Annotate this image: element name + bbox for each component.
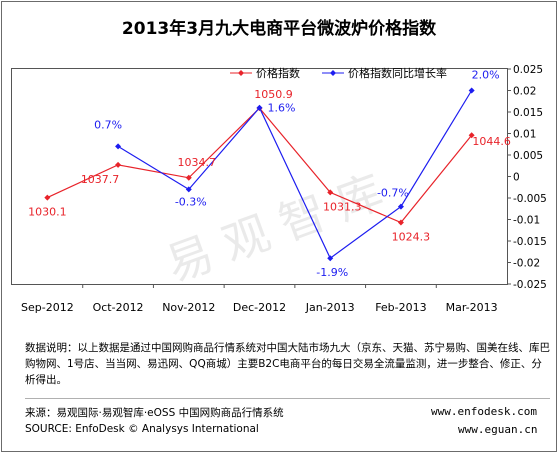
data-point — [468, 87, 475, 94]
legend-label-1: 价格指数同比增长率 — [348, 66, 447, 80]
right-axis-tick-label: -0.005 — [513, 193, 547, 205]
x-axis-tick-label: Mar-2013 — [446, 301, 498, 314]
data-point — [327, 189, 334, 196]
legend-marker-0 — [238, 70, 244, 76]
legend: 价格指数 价格指数同比增长率 — [230, 66, 447, 80]
x-axis-tick-label: Oct-2012 — [93, 301, 144, 314]
data-label: 1030.1 — [28, 206, 67, 219]
data-label: 1024.3 — [392, 231, 431, 244]
right-axis-tick-label: 0 — [513, 172, 520, 184]
x-axis: Sep-2012 Oct-2012 Nov-2012 Dec-2012 Jan-2013… — [21, 284, 498, 314]
series-line-1 — [117, 90, 473, 260]
data-labels: 1030.1 1037.7 1034.7 1050.9 1031.3 1024.3 1044… — [28, 69, 511, 280]
data-label: 1044.6 — [472, 135, 511, 148]
series-layer — [44, 87, 475, 262]
data-label: -0.3% — [175, 195, 207, 208]
data-point — [115, 161, 122, 168]
data-point — [185, 186, 192, 193]
data-point — [256, 104, 263, 111]
right-axis-tick-label: -0.02 — [513, 258, 540, 270]
separator — [25, 398, 550, 399]
right-axis-tick-label: -0.015 — [513, 236, 547, 248]
data-point — [185, 174, 192, 181]
data-label: -1.9% — [316, 266, 348, 279]
x-axis-tick-label: Jan-2013 — [305, 301, 355, 314]
data-point — [115, 143, 122, 150]
data-point — [468, 132, 475, 139]
legend-label-0: 价格指数 — [256, 66, 300, 80]
data-point — [397, 203, 404, 210]
right-axis-tick-label: 0.025 — [513, 64, 543, 76]
legend-marker-1 — [330, 70, 336, 76]
data-label: 0.7% — [94, 118, 122, 131]
right-axis-tick-label: 0.01 — [513, 129, 536, 141]
data-label: 1034.7 — [178, 156, 217, 169]
source-url-enfodesk[interactable]: www.enfodesk.com — [431, 405, 537, 418]
x-axis-tick-label: Feb-2013 — [375, 301, 426, 314]
chart-title: 2013年3月九大电商平台微波炉价格指数 — [121, 19, 437, 39]
source-url-eguan[interactable]: www.eguan.cn — [458, 423, 538, 436]
x-axis-tick-label: Dec-2012 — [233, 301, 286, 314]
right-axis: 0.025 0.02 0.015 0.01 0.005 0 -0.005 -0.01 -0.01… — [507, 64, 547, 291]
data-label: 1.6% — [268, 102, 296, 115]
data-point — [327, 255, 334, 262]
data-label: 1037.7 — [81, 173, 120, 186]
source-cn: 来源：易观国际·易观智库·eOSS 中国网购商品行情系统 — [25, 407, 284, 419]
right-axis-tick-label: -0.01 — [513, 215, 540, 227]
data-label: 1050.9 — [254, 88, 293, 101]
right-axis-tick-label: 0.005 — [513, 150, 543, 162]
data-label: 2.0% — [472, 69, 500, 82]
right-axis-tick-label: 0.015 — [513, 107, 543, 119]
data-point — [397, 219, 404, 226]
right-axis-tick-label: -0.025 — [513, 279, 547, 291]
data-point — [44, 194, 51, 201]
x-axis-tick-label: Nov-2012 — [162, 301, 215, 314]
data-note: 数据说明：以上数据是通过中国网购商品行情系统对中国大陆市场九大（京东、天猫、苏宁… — [25, 342, 550, 386]
right-axis-tick-label: 0.02 — [513, 86, 536, 98]
data-label: 1031.3 — [323, 200, 362, 213]
data-label: -0.7% — [377, 187, 409, 200]
x-axis-tick-label: Sep-2012 — [21, 301, 74, 314]
source-en: SOURCE: EnfoDesk © Analysys Internationa… — [25, 423, 259, 435]
